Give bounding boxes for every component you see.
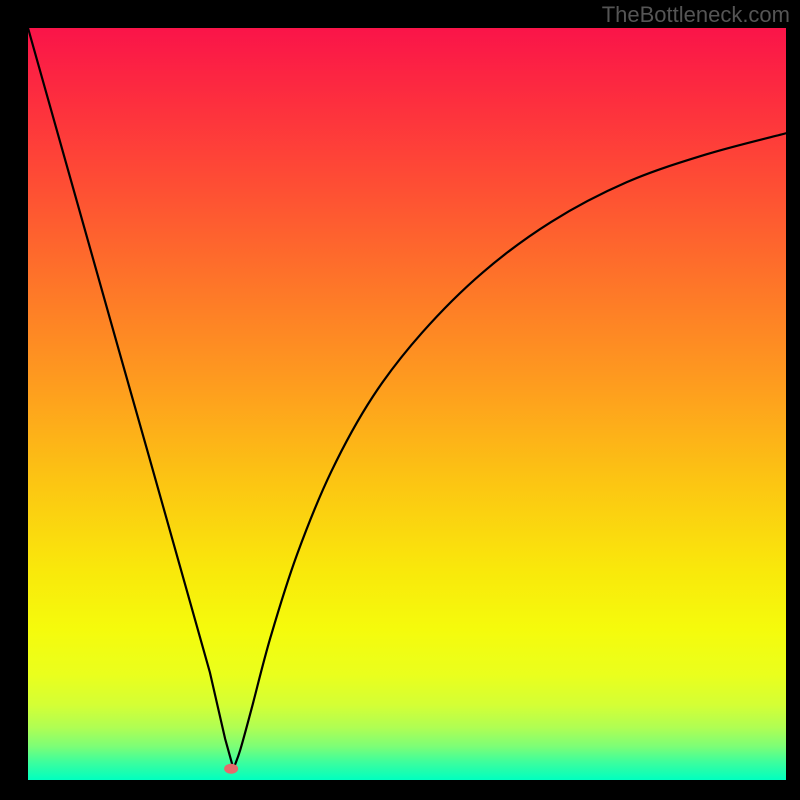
watermark-text: TheBottleneck.com xyxy=(602,2,790,28)
plot-area xyxy=(28,28,786,780)
chart-container: TheBottleneck.com xyxy=(0,0,800,800)
valley-marker xyxy=(224,764,238,774)
gradient-background xyxy=(28,28,786,780)
chart-svg xyxy=(28,28,786,780)
